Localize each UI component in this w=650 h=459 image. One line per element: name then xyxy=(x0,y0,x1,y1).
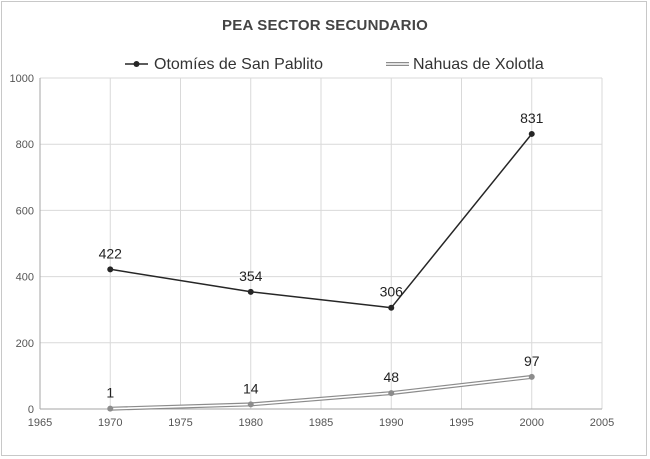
x-tick-label: 1975 xyxy=(168,417,192,429)
data-point-series-2 xyxy=(388,390,395,397)
x-tick-label: 1985 xyxy=(309,417,333,429)
y-tick-label: 0 xyxy=(28,404,34,416)
legend: Otomíes de San Pablito Nahuas de Xolotla xyxy=(125,56,544,73)
legend-item-series-2: Nahuas de Xolotla xyxy=(386,56,544,73)
x-tick-label: 2005 xyxy=(590,417,614,429)
data-label-series-1: 422 xyxy=(99,245,123,261)
data-point-series-1 xyxy=(247,288,254,295)
legend-item-series-1: Otomíes de San Pablito xyxy=(125,56,323,73)
data-label-series-2: 48 xyxy=(383,369,399,385)
x-tick-label: 1990 xyxy=(379,417,403,429)
data-label-series-1: 354 xyxy=(239,268,263,284)
x-tick-label: 1980 xyxy=(239,417,263,429)
data-label-series-1: 306 xyxy=(380,284,404,300)
data-label-series-2: 14 xyxy=(243,380,259,396)
data-point-series-2 xyxy=(247,401,254,408)
x-tick-label: 1995 xyxy=(449,417,473,429)
series-line-2-inner xyxy=(110,376,532,410)
y-tick-label: 400 xyxy=(16,272,34,284)
data-label-series-2: 97 xyxy=(524,353,540,369)
series xyxy=(107,130,535,412)
data-point-series-1 xyxy=(528,130,535,137)
series-line-1 xyxy=(110,133,533,309)
y-tick-label: 1000 xyxy=(10,73,34,85)
data-label-series-1: 831 xyxy=(520,110,544,126)
grid xyxy=(40,77,603,409)
legend-label-series-2: Nahuas de Xolotla xyxy=(413,56,544,73)
y-tick-label: 200 xyxy=(16,338,34,350)
chart-title: PEA SECTOR SECUNDARIO xyxy=(222,17,428,34)
y-tick-label: 600 xyxy=(16,205,34,217)
data-point-series-1 xyxy=(107,266,114,273)
x-tick-label: 1970 xyxy=(98,417,122,429)
axes: 1965 1970 1975 1980 1985 1990 1995 2000 2005 0 200… xyxy=(10,73,615,429)
data-point-series-1 xyxy=(388,304,395,311)
legend-marker-series-1 xyxy=(133,61,140,67)
legend-label-series-1: Otomíes de San Pablito xyxy=(154,56,323,73)
y-tick-label: 800 xyxy=(16,139,34,151)
x-tick-label: 1965 xyxy=(28,417,52,429)
data-labels: 422 354 306 831 1 14 48 97 xyxy=(99,110,544,401)
data-point-series-2 xyxy=(107,405,114,412)
data-label-series-2: 1 xyxy=(106,385,114,401)
x-tick-label: 2000 xyxy=(520,417,544,429)
data-point-series-2 xyxy=(528,373,535,380)
